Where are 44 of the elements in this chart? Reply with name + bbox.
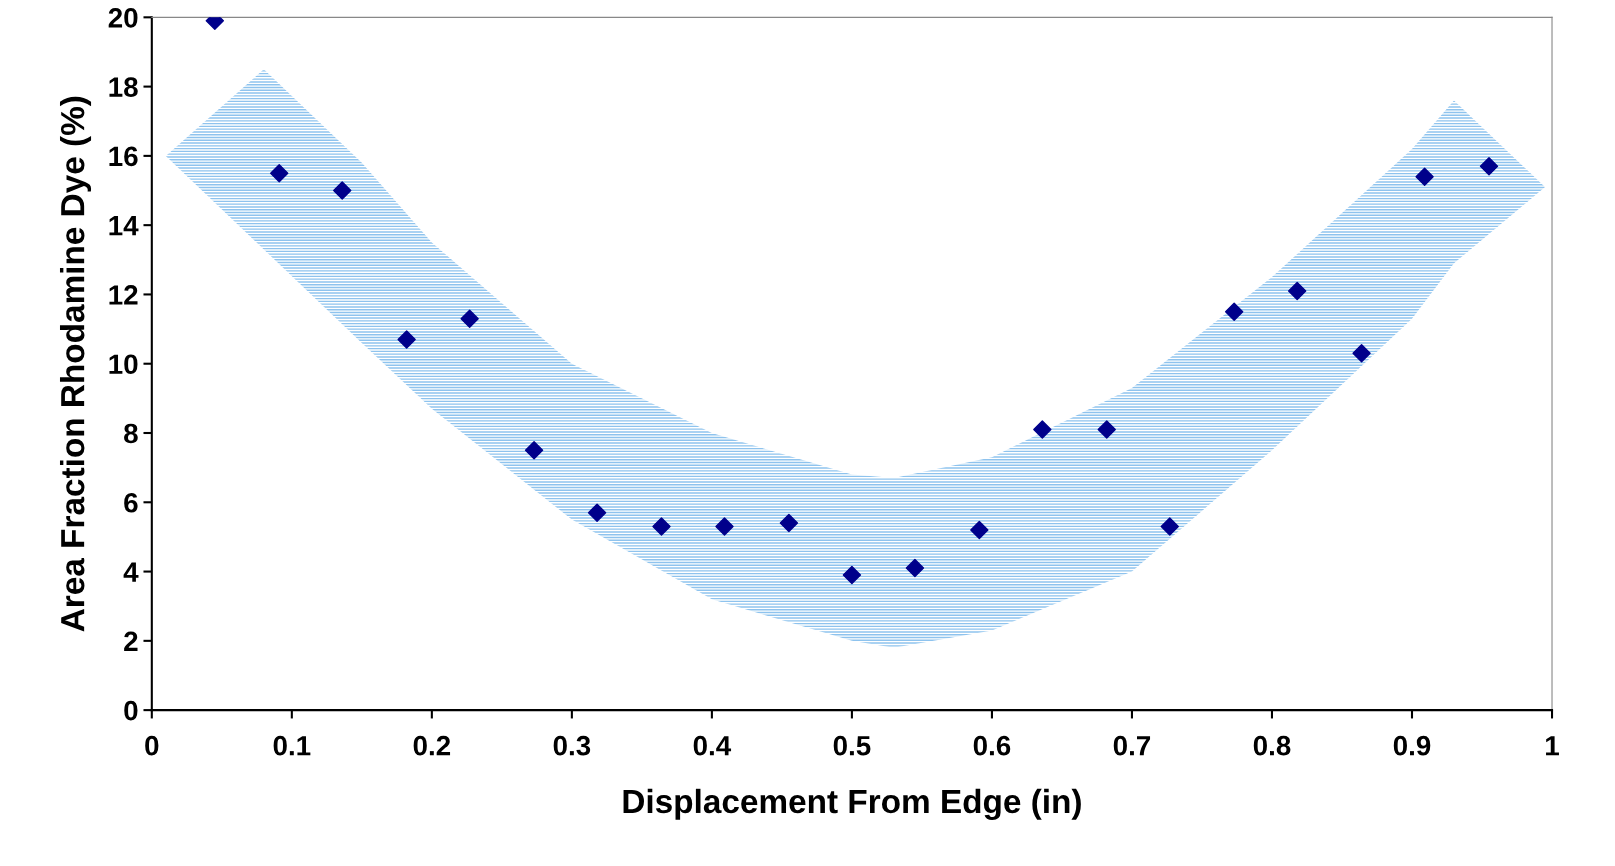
point xyxy=(1033,420,1052,439)
x-tick-label: 0.7 xyxy=(1113,735,1151,756)
y-tick-label: 4 xyxy=(123,562,139,582)
x-tick-label: 0.9 xyxy=(1393,735,1431,756)
point xyxy=(970,520,989,540)
point xyxy=(715,517,734,536)
x-tick-label: 1 xyxy=(1546,736,1559,756)
point xyxy=(587,503,607,522)
point xyxy=(460,309,479,328)
x-tick-label: 0 xyxy=(145,735,159,756)
point xyxy=(270,163,289,183)
x-tick-label: 0.4 xyxy=(693,735,732,756)
x-tick-label: 0.6 xyxy=(973,735,1011,756)
point xyxy=(1352,344,1371,363)
y-tick-label: 14 xyxy=(109,216,139,236)
x-axis-title: Displacement From Edge (in) xyxy=(623,788,1081,821)
point xyxy=(1479,157,1499,176)
point xyxy=(1415,167,1434,186)
point xyxy=(333,181,352,200)
point xyxy=(1097,420,1116,439)
y-tick-label: 6 xyxy=(124,492,138,513)
point xyxy=(905,558,925,578)
x-tick-label: 0.8 xyxy=(1253,735,1291,756)
point xyxy=(842,565,862,585)
y-tick-label: 8 xyxy=(124,423,138,444)
x-tick-label: 0.1 xyxy=(273,735,311,756)
point xyxy=(1224,302,1244,321)
point xyxy=(1287,281,1307,301)
point xyxy=(652,517,671,536)
point xyxy=(397,330,416,349)
y-axis-title: Area Fraction Rhodamine Dye (%) xyxy=(59,96,92,632)
y-tick-label: 16 xyxy=(109,146,138,167)
x-tick-label: 0.3 xyxy=(553,735,591,756)
point xyxy=(1160,517,1179,536)
x-tick-label: 0.2 xyxy=(413,735,451,756)
x-tick-label: 0.5 xyxy=(833,735,871,756)
point xyxy=(779,513,799,533)
y-tick-label: 12 xyxy=(109,285,138,305)
y-tick-label: 0 xyxy=(124,700,138,721)
y-tick-label: 20 xyxy=(108,7,138,28)
y-tick-label: 18 xyxy=(109,77,138,97)
point xyxy=(524,441,544,460)
y-tick-label: 2 xyxy=(124,631,138,651)
y-tick-label: 10 xyxy=(109,354,138,375)
